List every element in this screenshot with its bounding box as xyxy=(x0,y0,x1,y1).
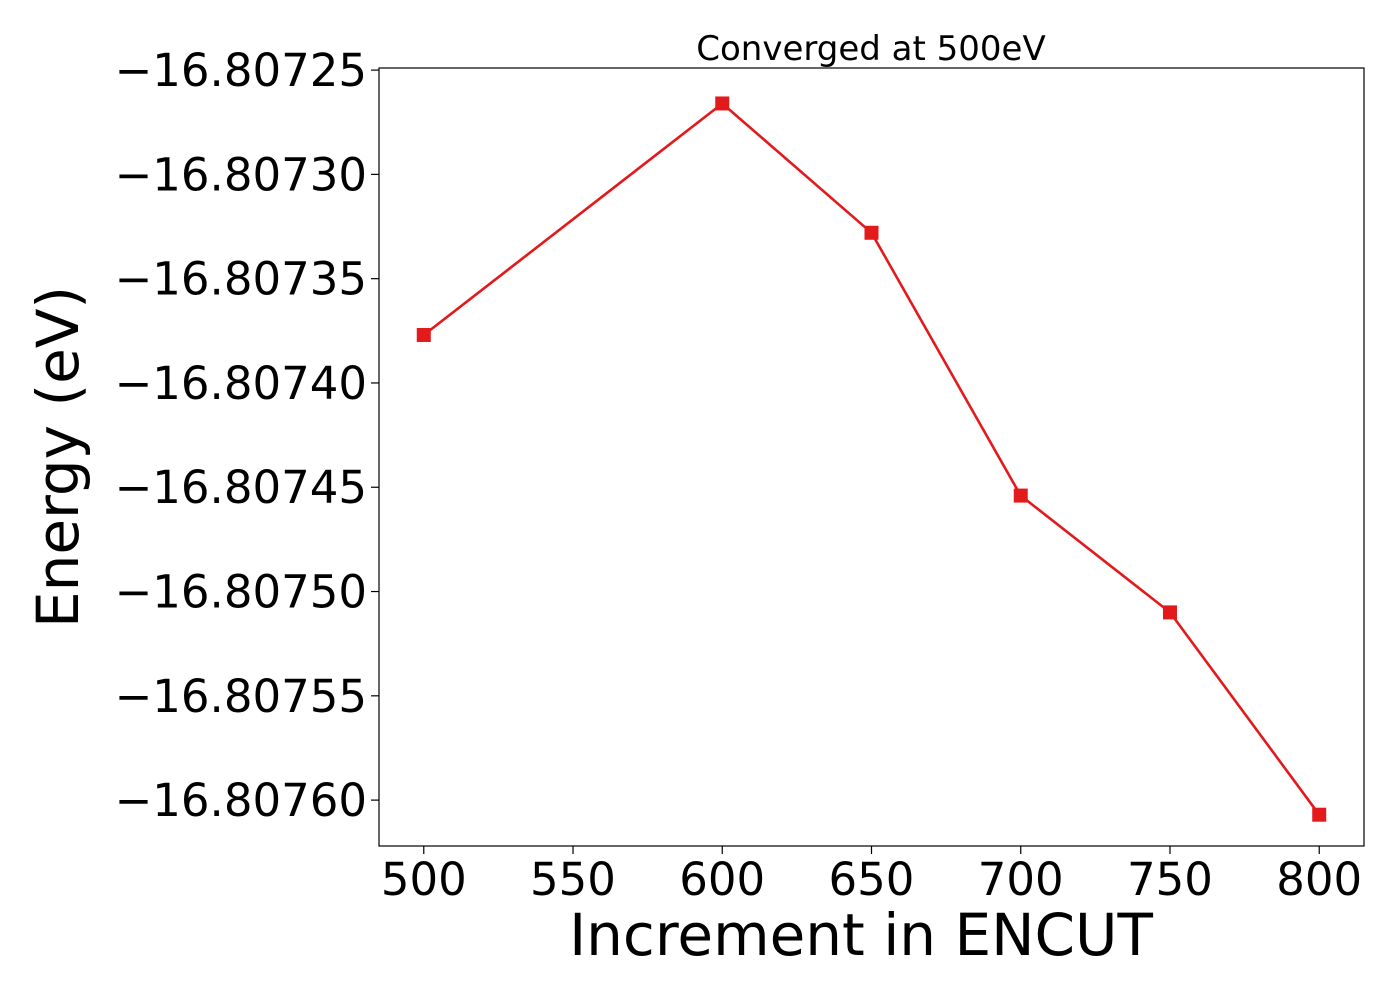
x-tick-label: 600 xyxy=(679,853,765,906)
data-point xyxy=(864,225,879,240)
data-point xyxy=(1312,807,1327,822)
data-point xyxy=(1013,488,1028,503)
y-tick-label: −16.80730 xyxy=(115,148,367,201)
plot-area: 500 550 600 650 700 750 800 −16.80725 −16.80730 −… xyxy=(115,44,1365,906)
data-point xyxy=(715,96,730,111)
x-tick-label: 700 xyxy=(978,853,1064,906)
y-tick-label: −16.80760 xyxy=(115,774,367,827)
series-line xyxy=(423,102,1321,816)
x-tick-label: 500 xyxy=(381,853,467,906)
x-tick-label: 550 xyxy=(530,853,616,906)
x-tick-label: 800 xyxy=(1276,853,1362,906)
y-tick-label: −16.80725 xyxy=(115,44,367,97)
y-axis-label: Energy (eV) xyxy=(24,286,92,628)
chart-title: Converged at 500eV xyxy=(696,29,1045,69)
data-point xyxy=(1162,605,1177,620)
y-tick-label: −16.80745 xyxy=(115,461,367,514)
x-axis-label: Increment in ENCUT xyxy=(569,901,1153,969)
y-tick-label: −16.80750 xyxy=(115,566,367,619)
x-tick-label: 750 xyxy=(1127,853,1213,906)
data-point xyxy=(416,327,431,342)
y-tick-label: −16.80755 xyxy=(115,670,367,723)
y-tick-label: −16.80740 xyxy=(115,357,367,410)
x-tick-label: 650 xyxy=(829,853,915,906)
y-tick-label: −16.80735 xyxy=(115,253,367,306)
